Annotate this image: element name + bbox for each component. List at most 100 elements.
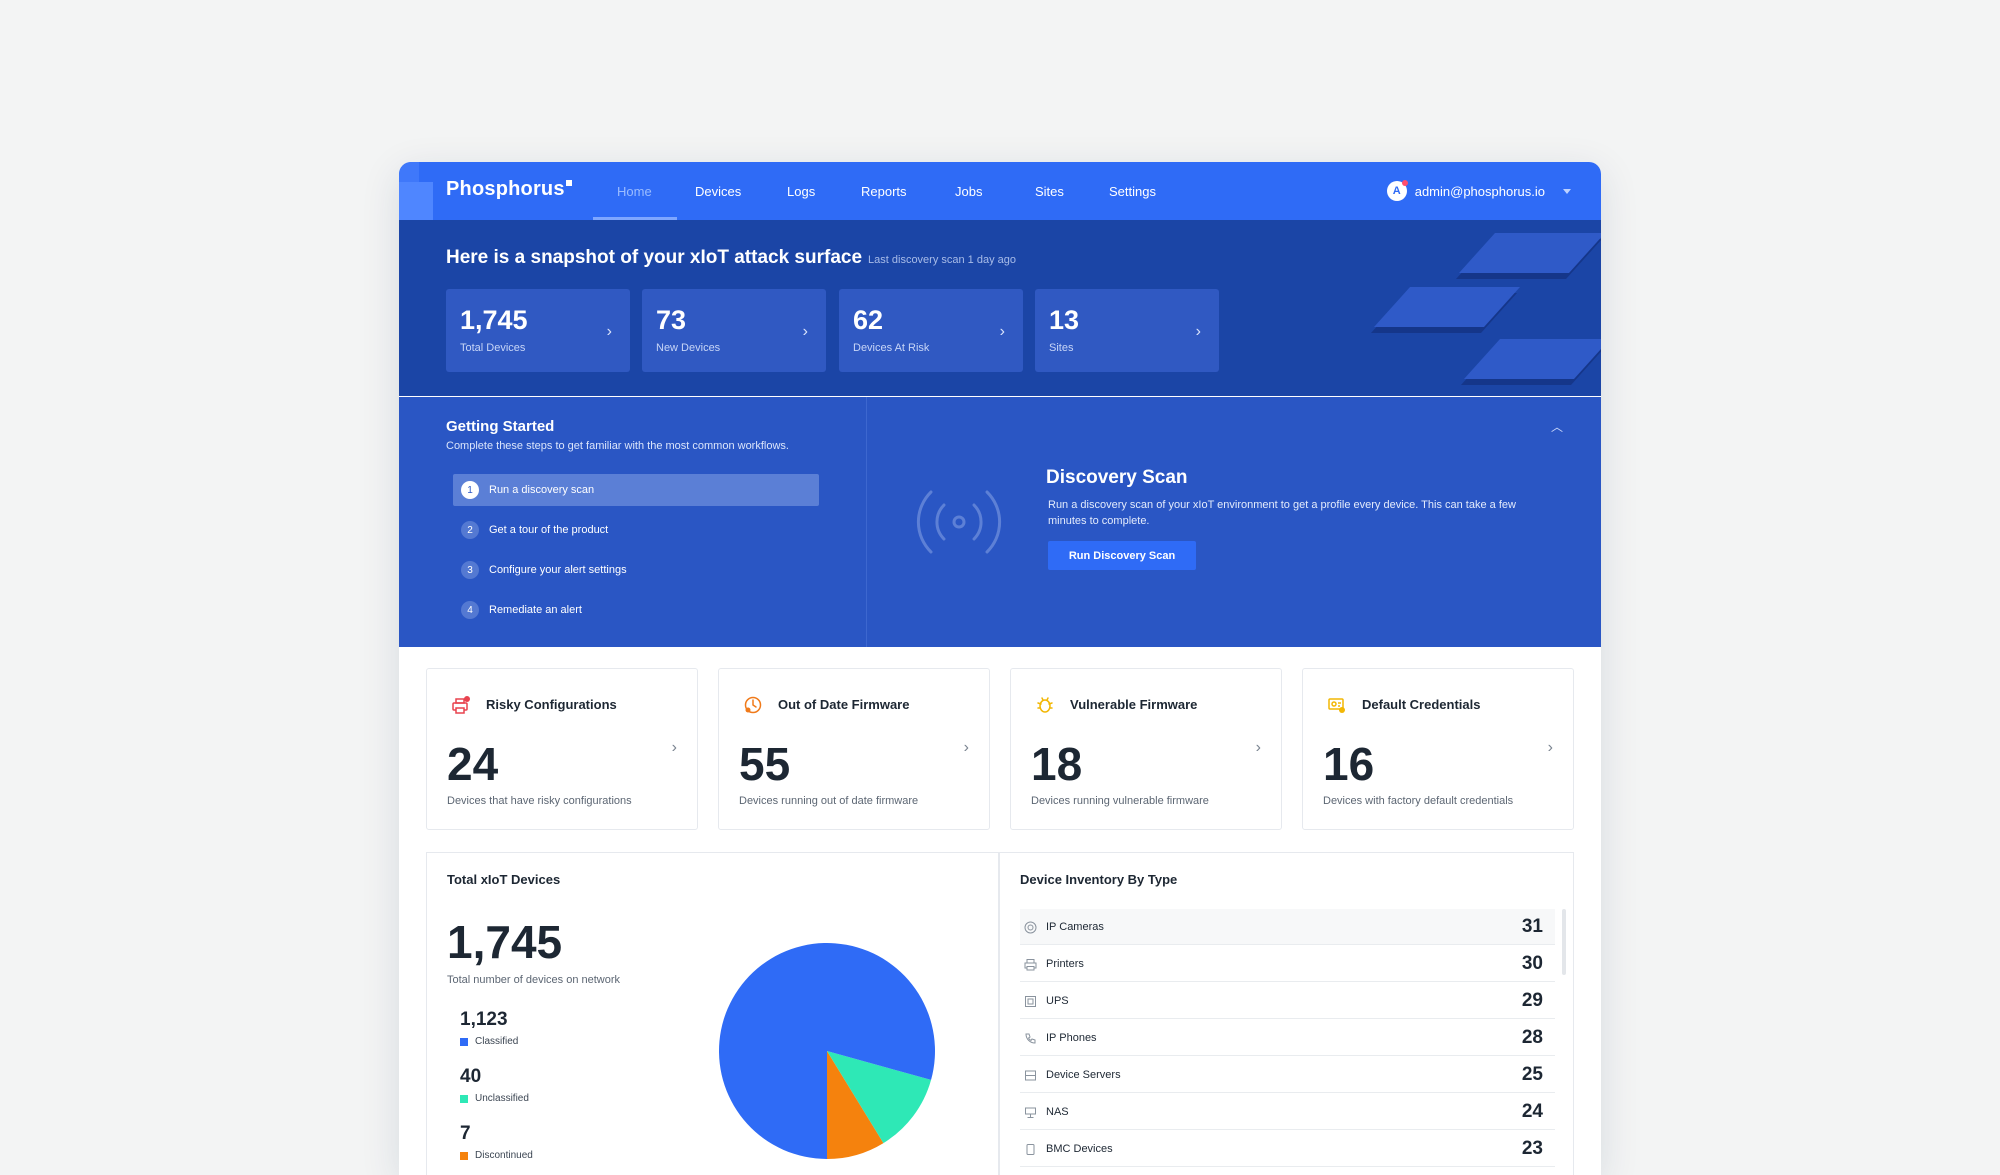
stat-label: Total Devices [460, 342, 526, 354]
bug-icon [1037, 697, 1053, 713]
logo-decoration [399, 182, 433, 220]
stat-value: 13 [1049, 305, 1080, 335]
run-discovery-scan-button[interactable]: Run Discovery Scan [1048, 541, 1196, 570]
user-email[interactable]: admin@phosphorus.io [1414, 183, 1545, 199]
device-type-count: 24 [1521, 1101, 1543, 1122]
credentials-icon [1328, 698, 1345, 713]
device-inventory-panel: Device Inventory By Type IP Cameras 31 P… [999, 852, 1574, 1175]
total-devices-description: Total number of devices on network [447, 974, 621, 986]
stat-card-sites[interactable]: 13 Sites › [1035, 289, 1219, 372]
stat-label: Devices At Risk [853, 342, 930, 354]
chevron-right-icon: › [963, 739, 969, 756]
divider [866, 397, 867, 647]
stat-label: New Devices [656, 342, 721, 354]
stat-card-total-devices[interactable]: 1,745 Total Devices › [446, 289, 630, 372]
metric-value: 55 [739, 738, 791, 790]
stat-value: 1,745 [460, 305, 528, 335]
logo[interactable]: Phosphorus [446, 178, 572, 201]
step-label: Get a tour of the product [489, 524, 609, 536]
table-row[interactable]: BMC Devices 23 [1020, 1131, 1555, 1167]
printer-warning-icon [452, 696, 470, 714]
step-item-2[interactable]: 2 Get a tour of the product [453, 514, 819, 546]
metric-title: Vulnerable Firmware [1070, 697, 1198, 712]
stat-card-devices-at-risk[interactable]: 62 Devices At Risk › [839, 289, 1023, 372]
device-type-label: UPS [1046, 995, 1069, 1007]
device-type-count: 23 [1521, 1138, 1543, 1159]
step-number: 4 [461, 601, 479, 619]
step-number: 1 [461, 481, 479, 499]
last-scan-text: Last discovery scan 1 day ago [868, 254, 1017, 266]
nav-reports[interactable]: Reports [861, 184, 907, 199]
table-row[interactable]: NAS 24 [1020, 1094, 1555, 1130]
device-type-count: 29 [1521, 990, 1543, 1011]
step-item-3[interactable]: 3 Configure your alert settings [453, 554, 819, 586]
panel-title: Total xIoT Devices [447, 872, 561, 887]
step-label: Remediate an alert [489, 604, 582, 616]
legend-swatch [460, 1094, 468, 1103]
legend-value-unclassified: 40 [460, 1066, 482, 1087]
discovery-scan-description: Run a discovery scan of your xIoT enviro… [1048, 499, 1516, 527]
metric-value: 16 [1323, 738, 1375, 790]
pie-slice-unclassified[interactable] [827, 1051, 932, 1144]
legend-item-discontinued: Discontinued [460, 1150, 533, 1161]
table-row[interactable]: Printers 30 [1020, 946, 1555, 982]
metric-title: Out of Date Firmware [778, 697, 910, 712]
table-row[interactable]: Device Servers 25 [1020, 1057, 1555, 1093]
bmc-icon [1026, 1144, 1035, 1155]
device-type-count: 31 [1521, 916, 1543, 937]
panel-title: Device Inventory By Type [1020, 872, 1178, 887]
nav-devices[interactable]: Devices [695, 184, 742, 199]
metric-card-default-credentials[interactable]: Default Credentials 16 Devices with fact… [1302, 668, 1574, 830]
avatar[interactable]: A [1386, 180, 1408, 201]
device-type-count: 28 [1521, 1027, 1543, 1048]
nas-icon [1025, 1107, 1036, 1118]
metric-value: 24 [447, 738, 499, 790]
metric-card-out-of-date-firmware[interactable]: Out of Date Firmware 55 Devices running … [718, 668, 990, 830]
legend-label: Classified [475, 1036, 519, 1047]
device-classification-pie-chart [719, 943, 935, 1159]
chevron-up-icon[interactable]: ︿ [1550, 420, 1563, 434]
table-row[interactable]: IP Cameras 31 [1020, 909, 1555, 945]
nav-active-indicator [593, 217, 677, 220]
chevron-right-icon: › [1195, 323, 1201, 340]
device-type-label: Printers [1046, 958, 1084, 970]
legend-value-discontinued: 7 [460, 1123, 471, 1144]
nav-sites[interactable]: Sites [1035, 184, 1064, 199]
logo-decoration-corner [399, 162, 419, 182]
page-title: Here is a snapshot of your xIoT attack s… [446, 247, 1017, 268]
table-row[interactable]: UPS 29 [1020, 983, 1555, 1019]
nav-jobs[interactable]: Jobs [955, 184, 983, 199]
legend-item-classified: Classified [460, 1036, 518, 1047]
device-type-label: BMC Devices [1046, 1143, 1113, 1155]
legend-item-unclassified: Unclassified [460, 1093, 529, 1104]
metric-card-vulnerable-firmware[interactable]: Vulnerable Firmware 18 Devices running v… [1010, 668, 1282, 830]
phone-icon [1025, 1033, 1036, 1044]
user-menu[interactable]: A admin@phosphorus.io [1386, 180, 1571, 202]
nav-settings[interactable]: Settings [1109, 184, 1156, 199]
chevron-right-icon: › [802, 323, 808, 340]
pie-slice-classified[interactable] [719, 943, 935, 1159]
step-label: Configure your alert settings [489, 564, 627, 576]
chevron-right-icon: › [671, 739, 677, 756]
getting-started-panel: Getting Started Complete these steps to … [399, 397, 1601, 647]
legend-value-classified: 1,123 [460, 1009, 508, 1030]
nav-logs[interactable]: Logs [787, 184, 816, 199]
table-row[interactable]: IP Phones 28 [1020, 1020, 1555, 1056]
chevron-down-icon[interactable] [1563, 188, 1571, 194]
chevron-right-icon: › [1547, 739, 1553, 756]
stat-card-new-devices[interactable]: 73 New Devices › [642, 289, 826, 372]
step-number: 3 [461, 561, 479, 579]
metric-value: 18 [1031, 738, 1083, 790]
step-item-4[interactable]: 4 Remediate an alert [453, 594, 819, 626]
scrollbar[interactable] [1562, 909, 1566, 975]
device-type-label: NAS [1046, 1106, 1069, 1118]
stat-value: 73 [656, 305, 687, 335]
device-type-label: IP Phones [1046, 1032, 1097, 1044]
nav-home[interactable]: Home [617, 184, 652, 199]
app-window: Phosphorus Home Devices Logs Reports Job… [399, 162, 1601, 1175]
pie-slice-discontinued[interactable] [827, 1051, 884, 1159]
step-item-1[interactable]: 1 Run a discovery scan [453, 474, 819, 506]
camera-icon [1024, 921, 1037, 934]
ups-icon [1025, 996, 1036, 1007]
metric-card-risky-configurations[interactable]: Risky Configurations 24 Devices that hav… [426, 668, 698, 830]
